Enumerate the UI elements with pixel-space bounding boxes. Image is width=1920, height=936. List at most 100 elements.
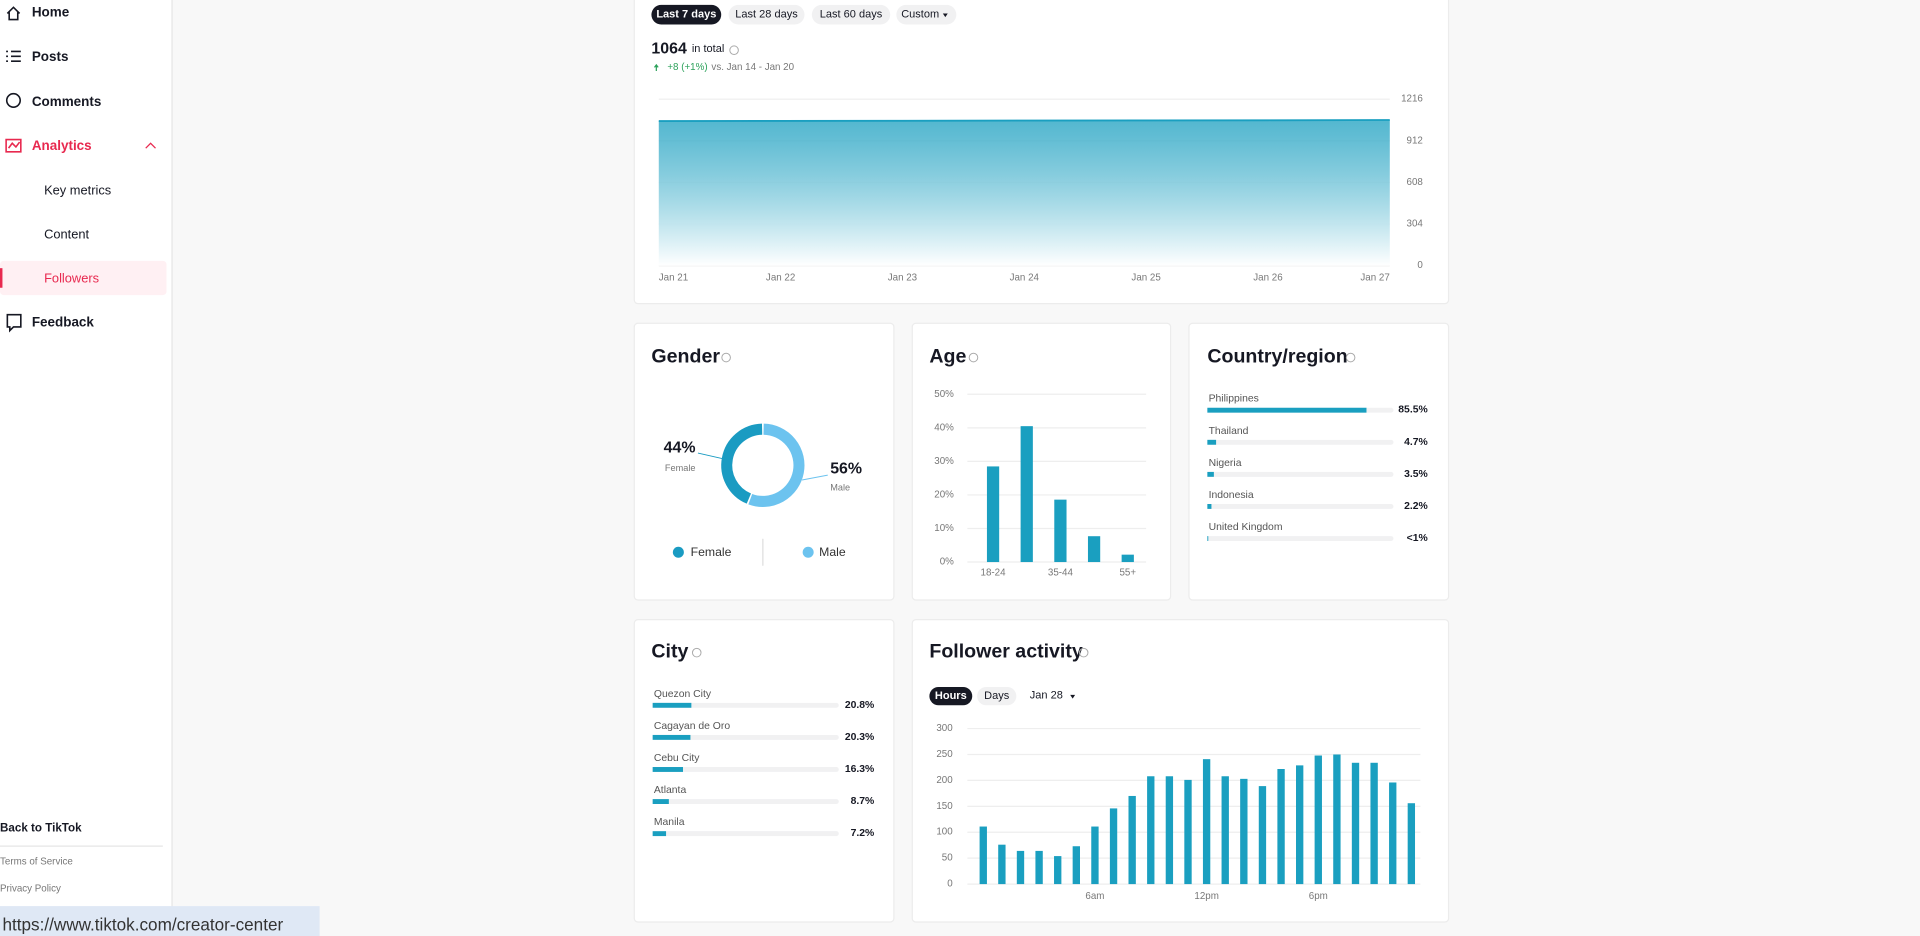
tab-bg[interactable]: [728, 4, 805, 25]
x-tick-label: Jan 24: [1010, 272, 1040, 283]
tab[interactable]: Hours: [935, 690, 967, 702]
y-tick-label: 100: [936, 827, 953, 838]
bar: [1165, 776, 1174, 885]
nav-content[interactable]: Content: [44, 226, 89, 241]
bar: [1121, 554, 1134, 563]
terms-link[interactable]: Terms of Service: [0, 857, 73, 868]
bar-track: [1207, 504, 1394, 509]
bar: [1207, 439, 1217, 445]
tab-bg[interactable]: [811, 4, 891, 25]
tab-active[interactable]: [651, 4, 722, 25]
bar-track: [652, 799, 839, 804]
info-icon[interactable]: [968, 352, 979, 363]
x-tick-label: 55+: [1119, 568, 1136, 579]
y-tick-label: 30%: [934, 456, 954, 467]
value-label: <1%: [1407, 533, 1428, 544]
y-tick-label: 1216: [1401, 94, 1423, 105]
privacy-link[interactable]: Privacy Policy: [0, 883, 61, 894]
value-label: 8.7%: [851, 796, 875, 807]
bar: [1016, 850, 1025, 885]
y-tick-label: 200: [936, 775, 953, 786]
slice-label: Male: [830, 482, 850, 492]
bar: [652, 831, 667, 837]
tab[interactable]: Last 7 days: [656, 9, 716, 21]
tab-bg[interactable]: [896, 4, 957, 25]
posts-icon: [6, 50, 21, 63]
category-label: Manila: [654, 817, 685, 828]
x-tick-label: Jan 25: [1131, 272, 1161, 283]
bar-track: [652, 767, 839, 772]
x-tick-label: Jan 21: [659, 272, 688, 283]
bar: [1054, 499, 1067, 563]
y-tick-label: 0: [1417, 260, 1423, 271]
up-arrow: [654, 63, 659, 72]
donut-slice: [748, 423, 805, 507]
category-label: Cagayan de Oro: [654, 721, 730, 732]
legend-label: Female: [691, 545, 732, 559]
nav-feedback[interactable]: Feedback: [32, 315, 95, 330]
y-tick-label: 50: [942, 853, 953, 864]
country-card: [1188, 322, 1450, 601]
info-icon[interactable]: [691, 647, 702, 658]
bar: [652, 799, 669, 804]
tab[interactable]: Days: [984, 690, 1010, 702]
y-tick-label: 912: [1407, 135, 1423, 146]
bar: [652, 734, 691, 740]
nav-analytics[interactable]: Analytics: [32, 138, 92, 153]
bar: [1240, 778, 1248, 885]
feedback-icon: [6, 313, 22, 333]
bar: [1407, 803, 1416, 885]
bar-track: [652, 831, 839, 837]
bar: [1207, 471, 1214, 477]
value-label: 44%: [664, 440, 696, 457]
bar: [1370, 762, 1378, 885]
x-tick-label: Jan 27: [1360, 272, 1389, 283]
info-icon[interactable]: [729, 45, 739, 55]
x-tick-label: 35-44: [1048, 568, 1074, 579]
nav-comments[interactable]: Comments: [32, 94, 102, 109]
bar: [1091, 826, 1099, 885]
nav-posts[interactable]: Posts: [32, 49, 69, 64]
tab[interactable]: Last 28 days: [735, 9, 798, 21]
info-icon[interactable]: [721, 352, 731, 363]
bar-track: [652, 734, 839, 740]
back-link[interactable]: Back to TikTok: [0, 821, 82, 834]
bar: [1296, 765, 1304, 885]
value-label: 7.2%: [851, 828, 875, 839]
total-value: 1064: [651, 40, 687, 57]
tab[interactable]: Custom: [901, 9, 939, 21]
tab-active[interactable]: [929, 686, 973, 706]
legend-marker: [672, 546, 684, 558]
bar: [1221, 776, 1229, 885]
card-title: Age: [929, 345, 966, 367]
value-label: 20.3%: [845, 732, 874, 743]
info-icon[interactable]: [1078, 647, 1089, 658]
x-tick-label: Jan 22: [766, 272, 795, 283]
nav-key-metrics[interactable]: Key metrics: [44, 182, 111, 197]
bar: [1109, 808, 1118, 885]
card-title: Gender: [651, 345, 720, 367]
collapse-icon[interactable]: [145, 142, 156, 149]
category-label: Cebu City: [654, 753, 700, 764]
tab[interactable]: Last 60 days: [820, 9, 883, 21]
bar: [1333, 754, 1341, 885]
nav-home[interactable]: Home: [32, 5, 70, 20]
donut-slice: [721, 423, 763, 504]
bar: [979, 826, 987, 885]
bar: [1351, 762, 1360, 885]
bar: [1277, 769, 1285, 885]
category-label: Quezon City: [654, 689, 712, 700]
y-tick-label: 40%: [934, 422, 954, 433]
category-label: United Kingdom: [1209, 522, 1283, 533]
date-picker[interactable]: Jan 28: [1030, 690, 1063, 702]
bar: [652, 767, 683, 772]
value-label: 56%: [830, 460, 862, 477]
bar: [1314, 755, 1322, 885]
area: [658, 119, 1390, 266]
bar: [1207, 407, 1367, 413]
nav-followers[interactable]: Followers: [44, 270, 99, 285]
y-tick-label: 20%: [934, 489, 954, 500]
tab-bg[interactable]: [977, 686, 1017, 706]
info-icon[interactable]: [1345, 352, 1356, 363]
